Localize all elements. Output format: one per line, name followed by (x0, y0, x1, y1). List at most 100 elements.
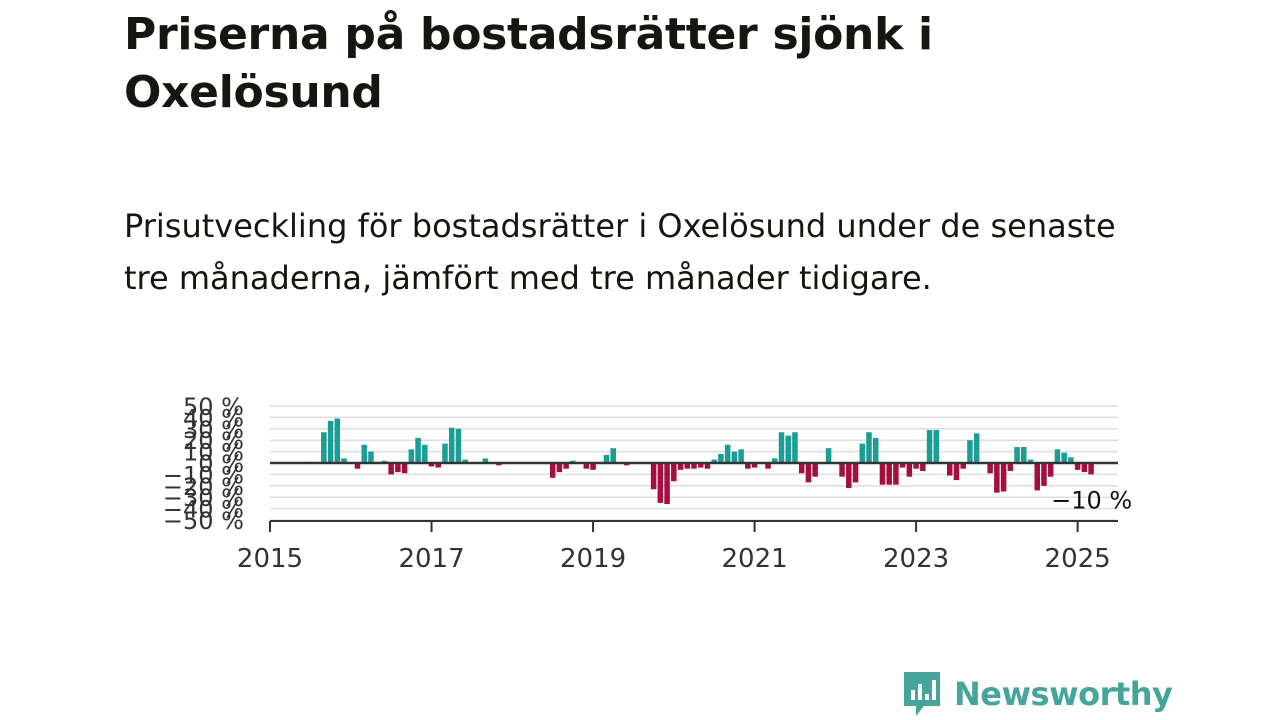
x-tick-label: 2021 (721, 544, 787, 574)
bar (1000, 463, 1007, 492)
bar (664, 463, 670, 505)
bar (455, 428, 462, 463)
bar (334, 418, 341, 463)
bar (973, 433, 980, 463)
bar (435, 463, 442, 468)
y-tick-label: 50 % (183, 393, 244, 421)
bar (691, 463, 697, 469)
bar (1041, 463, 1047, 486)
y-tick-label: −10 % (163, 461, 244, 489)
brand-name: Newsworthy (954, 675, 1173, 713)
bar (738, 449, 744, 463)
bar (879, 463, 886, 485)
bar (388, 463, 394, 475)
bar (556, 463, 563, 473)
bar (671, 463, 677, 482)
bar (745, 463, 751, 469)
chart-bars (270, 418, 1118, 505)
bar (684, 463, 691, 469)
newsworthy-logo-icon (904, 672, 940, 716)
bar (401, 463, 408, 474)
bar (731, 451, 738, 463)
bar (967, 440, 973, 463)
bar (704, 463, 711, 469)
bar (1054, 449, 1061, 463)
bar (1081, 463, 1088, 473)
y-tick-label: 40 % (183, 404, 244, 432)
bar (812, 463, 818, 477)
x-tick-label: 2025 (1045, 544, 1111, 574)
bar (778, 432, 785, 463)
bar (1047, 463, 1054, 477)
y-tick-label: 0 % (198, 450, 244, 478)
bar (395, 463, 401, 473)
bar (772, 458, 778, 463)
bar (960, 463, 966, 469)
bar (697, 463, 704, 468)
bar (906, 463, 913, 477)
bar (994, 463, 1000, 493)
bar (354, 463, 361, 469)
bar (1014, 447, 1020, 463)
bar (462, 459, 468, 463)
bar (368, 451, 374, 463)
bar (718, 453, 724, 463)
bar (590, 463, 596, 470)
bar (603, 455, 610, 463)
bar (852, 463, 859, 483)
bar (866, 432, 872, 463)
bar (361, 444, 367, 463)
bar (327, 420, 334, 463)
bar (893, 463, 899, 485)
bar (448, 427, 455, 463)
bar (926, 429, 933, 463)
bar (899, 463, 906, 468)
y-tick-label: 10 % (183, 439, 244, 467)
x-axis: 2015 2017 2019 2021 2023 2025 (237, 520, 1118, 574)
bar (872, 437, 879, 463)
x-tick-label: 2019 (560, 544, 626, 574)
bar (442, 443, 448, 463)
bar (785, 435, 791, 463)
page-subtitle: Prisutveckling för bostadsrätter i Oxelö… (124, 207, 1116, 297)
bar (913, 463, 919, 469)
bar (751, 463, 758, 468)
bar (859, 443, 866, 463)
x-tick-label: 2023 (883, 544, 949, 574)
bar (408, 449, 415, 463)
y-tick-label: 30 % (183, 416, 244, 444)
bar (482, 458, 489, 463)
last-value-label: −10 % (1051, 486, 1132, 514)
bar (677, 463, 684, 470)
bar (920, 463, 926, 471)
page-title: Priserna på bostadsrätter sjönk i Oxelös… (124, 9, 933, 118)
bar-chart: 50 %40 %30 %20 %10 %0 %−10 %−20 %−30 %−4… (163, 393, 1132, 574)
bar (1007, 463, 1014, 471)
y-tick-label: −30 % (163, 484, 244, 512)
bar (839, 463, 845, 477)
brand: Newsworthy (902, 670, 1173, 718)
bar (657, 463, 664, 503)
bar (583, 463, 590, 469)
bar (1074, 463, 1081, 470)
bar (805, 463, 812, 483)
y-tick-label: −50 % (163, 507, 244, 535)
y-tick-label: −20 % (163, 473, 244, 501)
bar (1088, 463, 1094, 475)
bar (886, 463, 892, 485)
bar (422, 444, 428, 463)
bar (1068, 457, 1074, 463)
bar (549, 463, 556, 478)
x-tick-label: 2017 (398, 544, 464, 574)
bar (846, 463, 852, 489)
bar (1061, 452, 1067, 463)
x-tick-label: 2015 (237, 544, 303, 574)
bar (946, 463, 953, 476)
bar (825, 448, 832, 463)
bar (1027, 459, 1034, 463)
bar (563, 463, 569, 469)
bar (987, 463, 993, 474)
bar (933, 429, 940, 463)
y-tick-label: 20 % (183, 427, 244, 455)
bar (428, 463, 435, 467)
